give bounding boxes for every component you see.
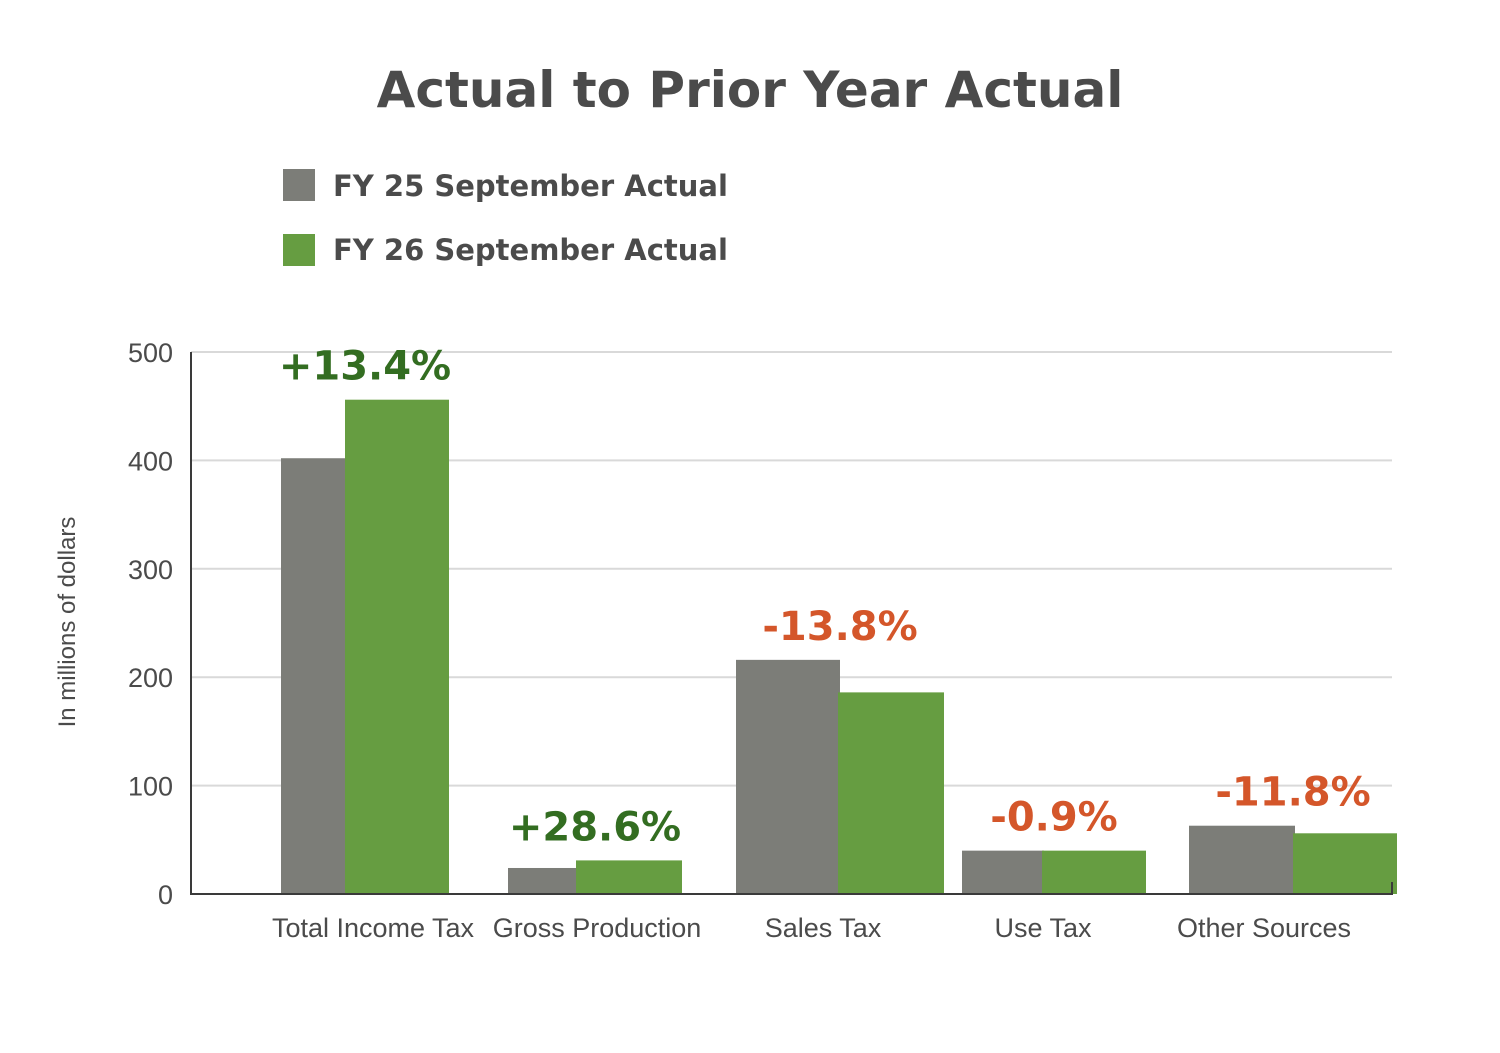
axes — [190, 352, 1393, 895]
x-category-label: Total Income Tax — [272, 913, 475, 943]
legend-label-fy26: FY 26 September Actual — [333, 233, 728, 267]
y-axis-title: In millions of dollars — [54, 517, 81, 728]
change-labels: +13.4% +28.6% -13.8% -0.9% -11.8% — [279, 344, 1371, 851]
change-label: +28.6% — [509, 804, 681, 850]
y-axis-ticks: 0 100 200 300 400 500 — [128, 338, 173, 910]
bar-fy26 — [345, 399, 449, 894]
x-category-label: Other Sources — [1177, 913, 1351, 943]
y-tick-label: 500 — [128, 338, 173, 368]
change-label: -11.8% — [1215, 770, 1370, 816]
change-label: +13.4% — [279, 344, 451, 390]
bar-fy26 — [838, 692, 944, 894]
change-label: -13.8% — [762, 604, 917, 650]
x-category-label: Use Tax — [994, 913, 1092, 943]
legend-swatch-fy26 — [283, 234, 315, 266]
y-tick-label: 400 — [128, 446, 173, 476]
bars — [281, 399, 1397, 894]
y-tick-label: 200 — [128, 663, 173, 693]
bar-fy25 — [962, 850, 1044, 894]
chart-title: Actual to Prior Year Actual — [377, 61, 1124, 119]
bar-fy26 — [576, 860, 682, 894]
x-axis-labels: Total Income Tax Gross Production Sales Ta… — [272, 913, 1351, 943]
bar-fy25 — [736, 659, 840, 894]
change-label: -0.9% — [990, 795, 1118, 841]
legend-label-fy25: FY 25 September Actual — [333, 169, 728, 203]
x-category-label: Gross Production — [493, 913, 702, 943]
legend-swatch-fy25 — [283, 169, 315, 201]
bar-fy25 — [281, 458, 347, 894]
y-tick-label: 300 — [128, 555, 173, 585]
bar-fy26 — [1042, 850, 1146, 894]
bar-fy25 — [1189, 825, 1295, 894]
y-tick-label: 100 — [128, 772, 173, 802]
legend: FY 25 September Actual FY 26 September A… — [283, 169, 728, 267]
bar-fy26 — [1293, 833, 1397, 894]
x-category-label: Sales Tax — [765, 913, 882, 943]
bar-fy25 — [508, 867, 578, 894]
y-tick-label: 0 — [158, 880, 173, 910]
